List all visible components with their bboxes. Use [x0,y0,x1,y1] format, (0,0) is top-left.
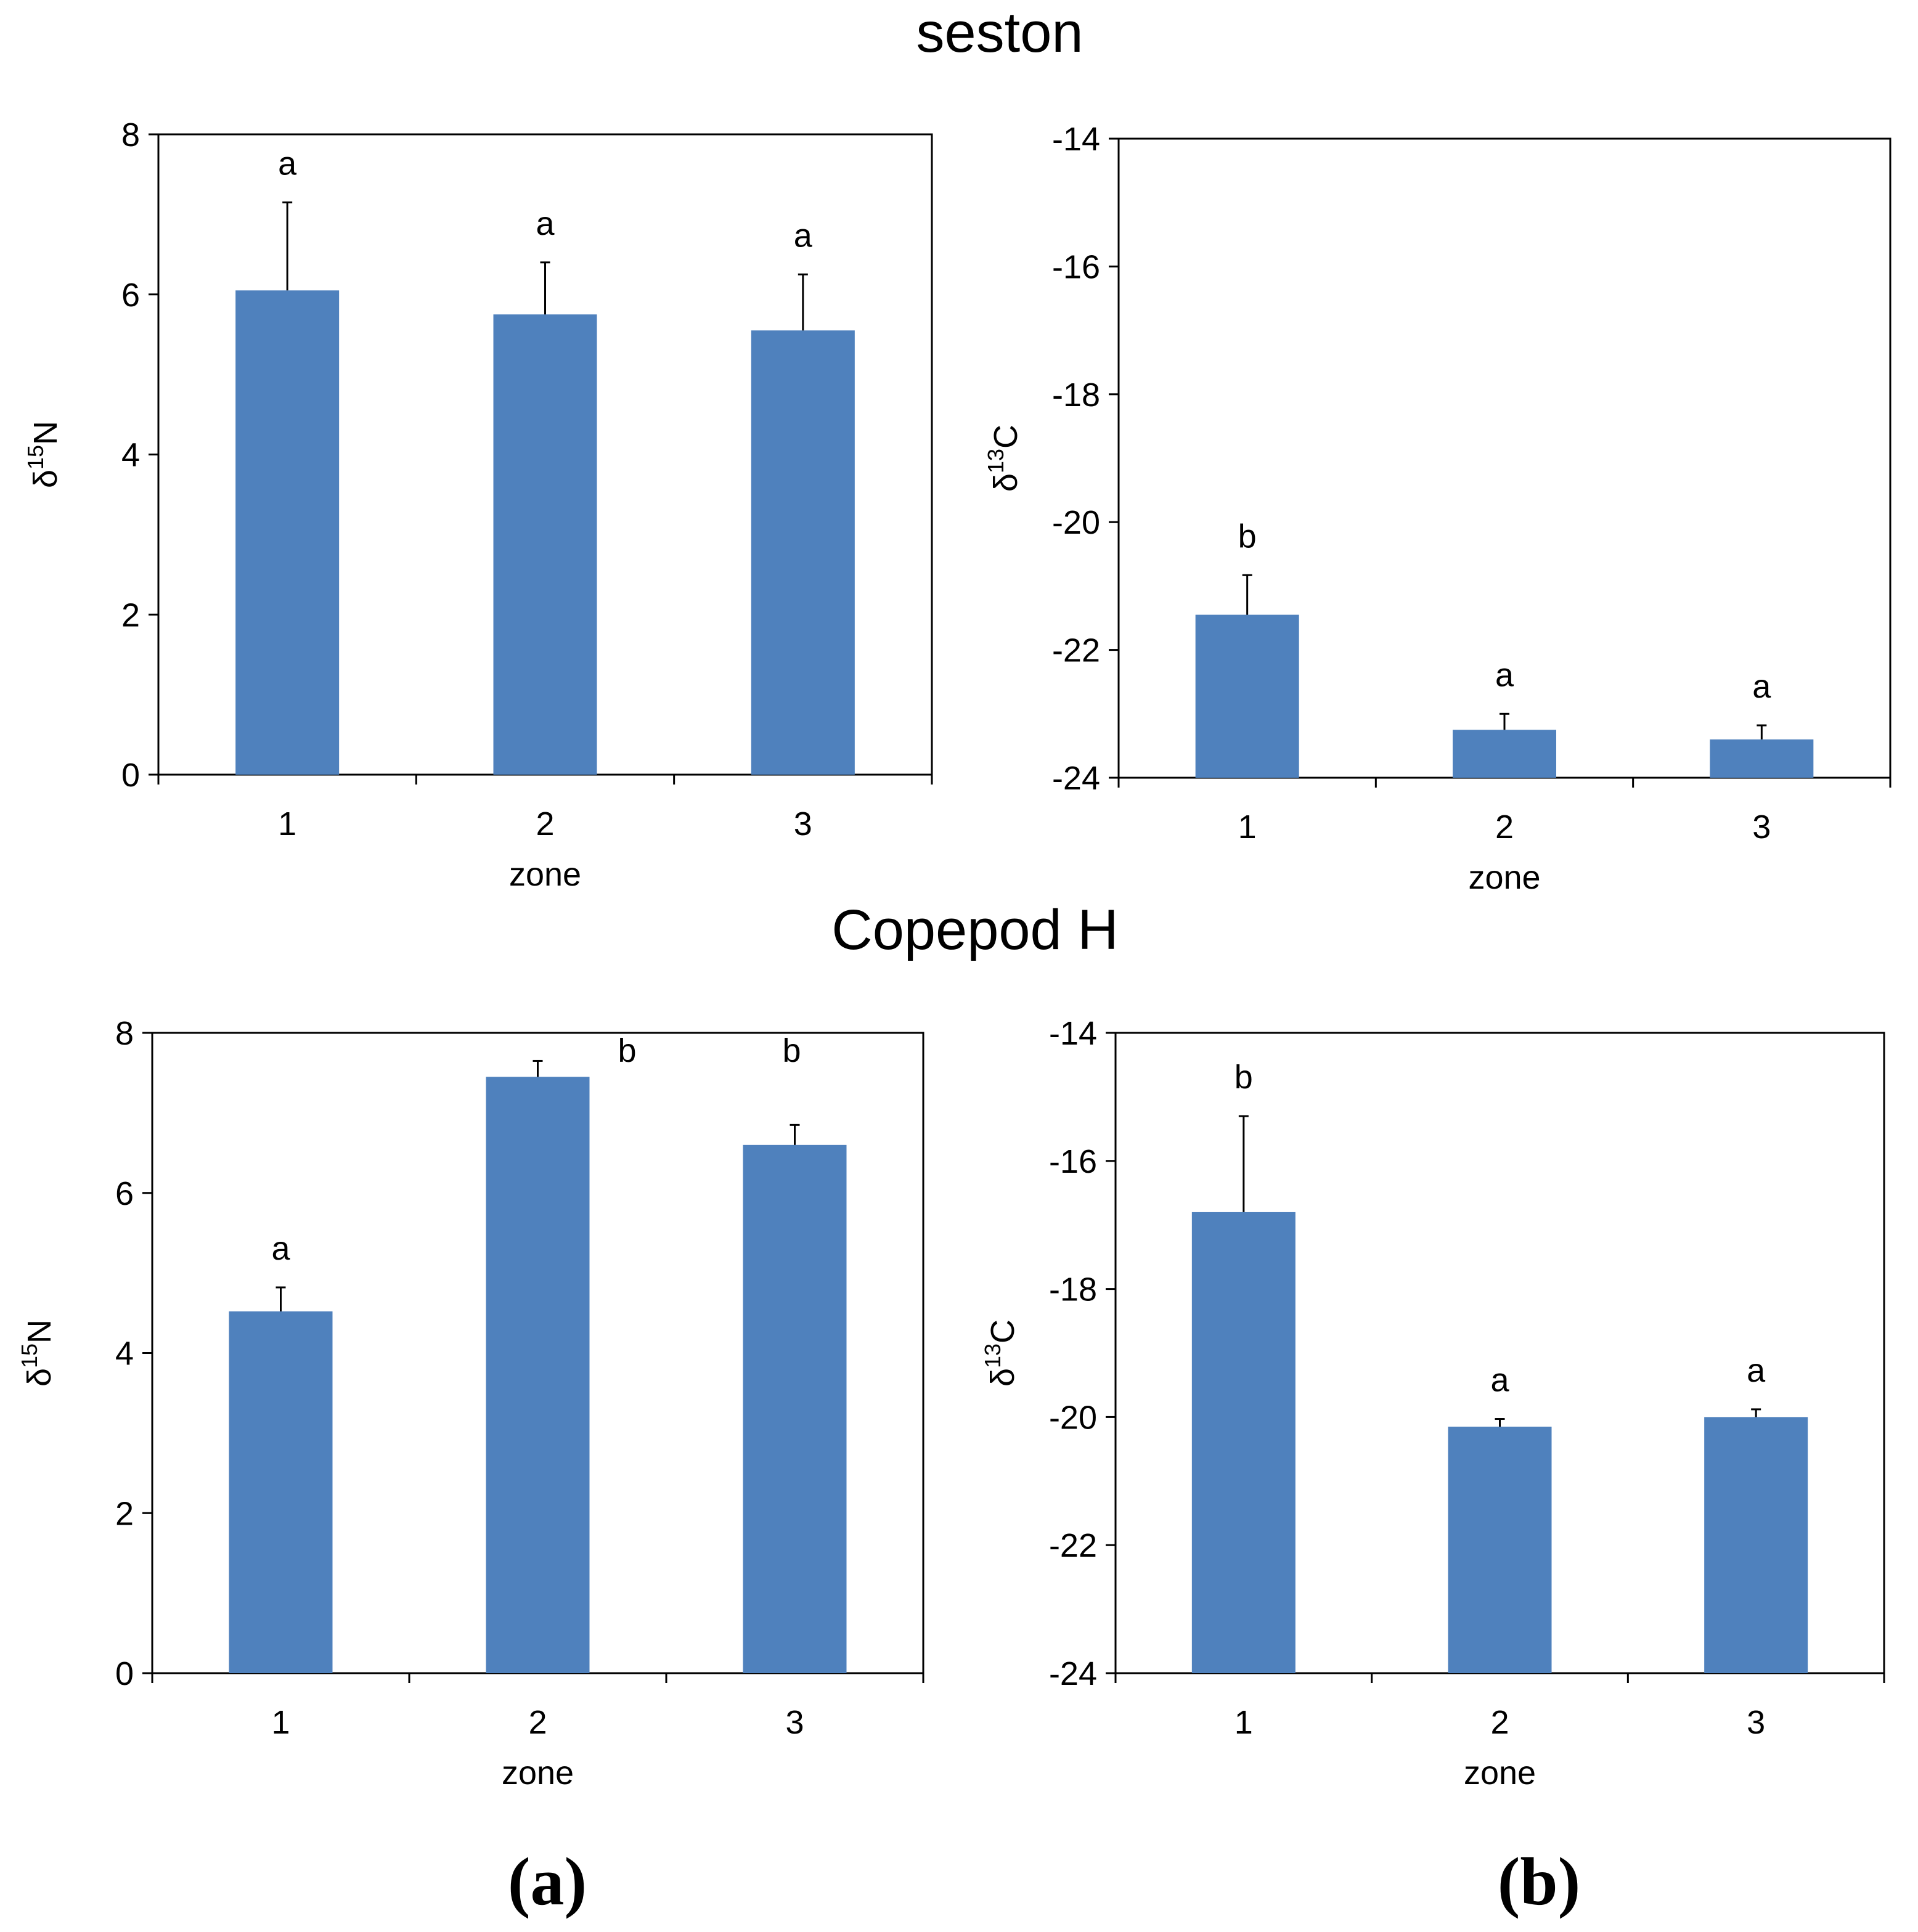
y-tick-label: -16 [1052,248,1100,285]
y-axis-title-element: C [984,1319,1021,1343]
y-axis-title: δ15N [17,1319,58,1387]
chart-seston-delta13c: -24 -22 -20 -18 -16 -14 b 1 a 2 a 3 zone δ13C [983,121,1891,896]
x-tick-label: 2 [1495,809,1514,846]
significance-letter: a [536,205,555,242]
y-axis-title-prefix: δ [984,1368,1021,1387]
y-tick-label: 4 [115,1335,134,1372]
bar-zone-3 [743,1144,847,1673]
bar-zone-3 [1704,1417,1808,1673]
significance-letter: b [1234,1059,1253,1096]
section-title-seston: seston [916,1,1083,64]
bar-zone-2 [1448,1426,1552,1673]
y-axis-title-element: C [987,425,1024,449]
bar-zone-1 [235,290,340,775]
x-tick-label: 3 [1752,809,1771,846]
x-tick-label: 3 [794,805,812,842]
y-tick-label: 0 [121,757,140,794]
significance-letter: a [1490,1362,1509,1399]
y-tick-label: -16 [1049,1143,1097,1180]
bar-zone-2 [1453,730,1556,778]
bar-zone-3 [751,330,855,775]
y-tick-label: 6 [115,1175,134,1212]
significance-letter: a [1752,668,1771,705]
y-tick-label: 0 [115,1655,134,1692]
y-axis-title-superscript: 15 [23,445,48,470]
y-tick-label: -14 [1052,121,1100,158]
y-axis-title-element: N [21,1319,58,1343]
significance-letter: a [794,217,813,254]
x-tick-label: 3 [1747,1704,1765,1741]
bar-zone-1 [1191,1212,1296,1673]
y-axis-title-superscript: 13 [983,449,1008,473]
panel-label-a: (a) [508,1844,587,1919]
x-tick-label: 3 [785,1704,804,1741]
y-axis-title-prefix: δ [27,470,64,488]
bar-zone-3 [1710,739,1814,778]
x-axis-title: zone [1468,859,1540,896]
y-tick-label: -22 [1052,632,1100,669]
y-axis-title-superscript: 13 [980,1343,1005,1368]
y-tick-label: 6 [121,277,140,314]
significance-letter: a [1747,1352,1766,1389]
y-axis-title: δ13C [983,425,1024,492]
y-axis-title-prefix: δ [987,473,1024,492]
y-tick-label: 8 [115,1015,134,1052]
y-axis-title: δ13C [980,1319,1021,1387]
y-axis-title-superscript: 15 [17,1343,42,1368]
y-axis-title-prefix: δ [21,1368,58,1387]
bar-zone-2 [486,1077,590,1673]
x-tick-label: 2 [528,1704,547,1741]
x-tick-label: 1 [278,805,296,842]
x-axis-title: zone [509,856,581,893]
chart-seston-delta15n: 0 2 4 6 8 a 1 a 2 a 3 zone δ15N [23,116,933,893]
chart-copepod-delta13c: -24 -22 -20 -18 -16 -14 b 1 a 2 a 3 zone δ13C [980,1015,1885,1791]
significance-letter: b [1238,518,1257,555]
y-tick-label: -22 [1049,1527,1097,1564]
y-tick-label: -18 [1049,1271,1097,1308]
bar-zone-1 [229,1311,333,1673]
y-tick-label: -24 [1052,760,1100,797]
x-tick-label: 1 [271,1704,290,1741]
x-tick-label: 1 [1238,809,1257,846]
x-axis-title: zone [502,1755,574,1791]
y-axis-title-element: N [27,421,64,445]
chart-copepod-delta15n: 0 2 4 6 8 a 1 b 2 b 3 zone δ15N [17,1015,924,1791]
x-tick-label: 1 [1234,1704,1253,1741]
x-tick-label: 2 [1490,1704,1509,1741]
y-tick-label: 8 [121,116,140,153]
panel-label-b: (b) [1498,1844,1580,1919]
significance-letter: b [782,1032,801,1069]
y-tick-label: -14 [1049,1015,1097,1052]
bar-zone-2 [493,314,597,775]
y-axis-title: δ15N [23,421,64,488]
y-tick-label: -20 [1052,504,1100,541]
y-tick-label: -20 [1049,1399,1097,1436]
significance-letter: a [271,1230,290,1267]
x-tick-label: 2 [536,805,554,842]
y-tick-label: 4 [121,437,140,474]
bar-zone-1 [1195,614,1299,778]
y-tick-label: -24 [1049,1655,1097,1692]
significance-letter: a [1495,656,1514,693]
x-axis-title: zone [1464,1755,1536,1791]
y-tick-label: 2 [121,597,140,634]
y-tick-label: -18 [1052,377,1100,414]
significance-letter: b [618,1032,636,1069]
significance-letter: a [278,145,297,182]
y-tick-label: 2 [115,1495,134,1532]
section-title-copepod: Copepod H [831,899,1118,961]
